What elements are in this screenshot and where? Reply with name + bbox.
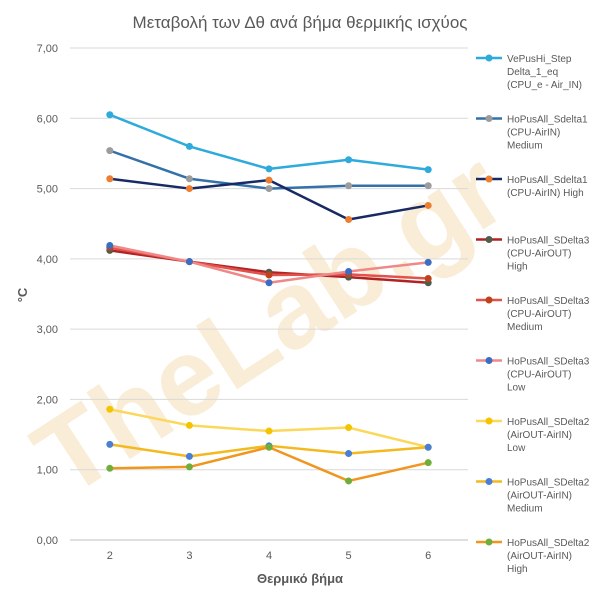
legend-label: High <box>507 262 528 273</box>
data-point <box>265 427 273 435</box>
legend-swatch-marker <box>485 417 493 425</box>
legend-label: HoPusAll_Sdelta1 <box>507 115 588 126</box>
data-point <box>106 111 114 119</box>
data-point <box>424 275 432 283</box>
data-point <box>345 215 353 223</box>
legend-label: HoPusAll_SDelta2 <box>507 478 590 489</box>
legend-swatch-marker <box>485 115 493 122</box>
legend-label: (CPU-AirOUT) <box>507 370 571 381</box>
legend-label: (CPU-AirIN) High <box>507 188 584 199</box>
legend-label: HoPusAll_SDelta3 <box>507 357 590 368</box>
legend-swatch-marker <box>485 236 493 243</box>
data-point <box>185 258 193 266</box>
series-group <box>106 111 432 485</box>
legend-label: (CPU-AirOUT) <box>507 249 571 260</box>
legend-label: Medium <box>507 504 543 515</box>
legend: VePusHi_Step Delta_1_eq (CPU_e - Air_IN) Ho… <box>476 54 590 575</box>
legend-label: (AirOUT-AirIN) <box>507 430 572 441</box>
data-point <box>265 165 273 173</box>
data-point <box>345 182 353 190</box>
x-tick-label: 5 <box>346 550 352 562</box>
y-tick-label: 0,00 <box>37 535 58 547</box>
legend-label: (CPU-AirIN) <box>507 128 560 139</box>
data-point <box>345 156 353 164</box>
legend-label: High <box>507 564 528 575</box>
legend-label: (AirOUT-AirIN) <box>507 491 572 502</box>
data-point <box>185 452 193 460</box>
legend-swatch-marker <box>485 478 493 485</box>
data-point <box>106 440 114 448</box>
y-tick-label: 1,00 <box>37 465 58 477</box>
y-tick-label: 7,00 <box>37 43 58 55</box>
data-point <box>424 443 432 451</box>
data-point <box>106 405 114 413</box>
data-point <box>424 258 432 266</box>
data-point <box>185 142 193 150</box>
y-tick-label: 3,00 <box>37 324 58 336</box>
legend-swatch-marker <box>485 538 493 546</box>
data-point <box>424 166 432 174</box>
legend-swatch-marker <box>485 357 493 364</box>
legend-label: VePusHi_Step <box>507 54 572 65</box>
legend-label: Medium <box>507 141 543 152</box>
y-axis-ticks: 0,00 1,00 2,00 3,00 4,00 5,00 6,00 7,00 <box>37 43 58 547</box>
data-point <box>185 463 193 471</box>
data-point <box>265 176 273 184</box>
x-tick-label: 4 <box>266 550 272 562</box>
legend-label: Low <box>507 383 526 394</box>
legend-label: HoPusAll_SDelta3 <box>507 296 590 307</box>
data-point <box>106 242 114 250</box>
legend-label: HoPusAll_SDelta3 <box>507 236 590 247</box>
x-tick-label: 2 <box>107 550 113 562</box>
data-point <box>185 421 193 429</box>
legend-label: (AirOUT-AirIN) <box>507 551 572 562</box>
legend-label: HoPusAll_SDelta2 <box>507 538 590 549</box>
x-tick-label: 6 <box>425 550 431 562</box>
data-point <box>265 279 273 287</box>
data-point <box>185 175 193 183</box>
legend-swatch-marker <box>485 296 493 304</box>
data-point <box>106 464 114 472</box>
data-point <box>345 477 353 485</box>
data-point <box>424 459 432 467</box>
data-point <box>345 450 353 458</box>
legend-label: (CPU-AirOUT) <box>507 309 571 320</box>
data-point <box>265 271 273 279</box>
legend-swatch-marker <box>485 175 493 183</box>
y-tick-label: 4,00 <box>37 254 58 266</box>
legend-label: Delta_1_eq <box>507 67 558 78</box>
x-axis-ticks: 2 3 4 5 6 <box>107 550 432 562</box>
legend-label: Medium <box>507 322 543 333</box>
data-point <box>265 443 273 451</box>
data-point <box>265 185 273 193</box>
series-line-1 <box>109 113 429 171</box>
data-point <box>345 268 353 276</box>
data-point <box>106 147 114 155</box>
y-axis-title: °C <box>15 287 30 302</box>
data-point <box>424 201 432 209</box>
data-point <box>424 182 432 190</box>
y-tick-label: 5,00 <box>37 184 58 196</box>
x-tick-label: 3 <box>186 550 192 562</box>
legend-label: Low <box>507 443 526 454</box>
legend-label: HoPusAll_Sdelta1 <box>507 175 588 186</box>
legend-swatch-marker <box>485 54 493 62</box>
legend-label: (CPU_e - Air_IN) <box>507 80 582 91</box>
y-tick-label: 2,00 <box>37 394 58 406</box>
data-point <box>345 424 353 432</box>
x-axis-title: Θερμικό βήμα <box>257 571 343 586</box>
data-point <box>106 175 114 183</box>
chart-title: Μεταβολή των Δθ ανά βήμα θερμικής ισχύος <box>133 13 468 32</box>
data-point <box>185 185 193 193</box>
y-tick-label: 6,00 <box>37 113 58 125</box>
legend-label: HoPusAll_SDelta2 <box>507 417 590 428</box>
